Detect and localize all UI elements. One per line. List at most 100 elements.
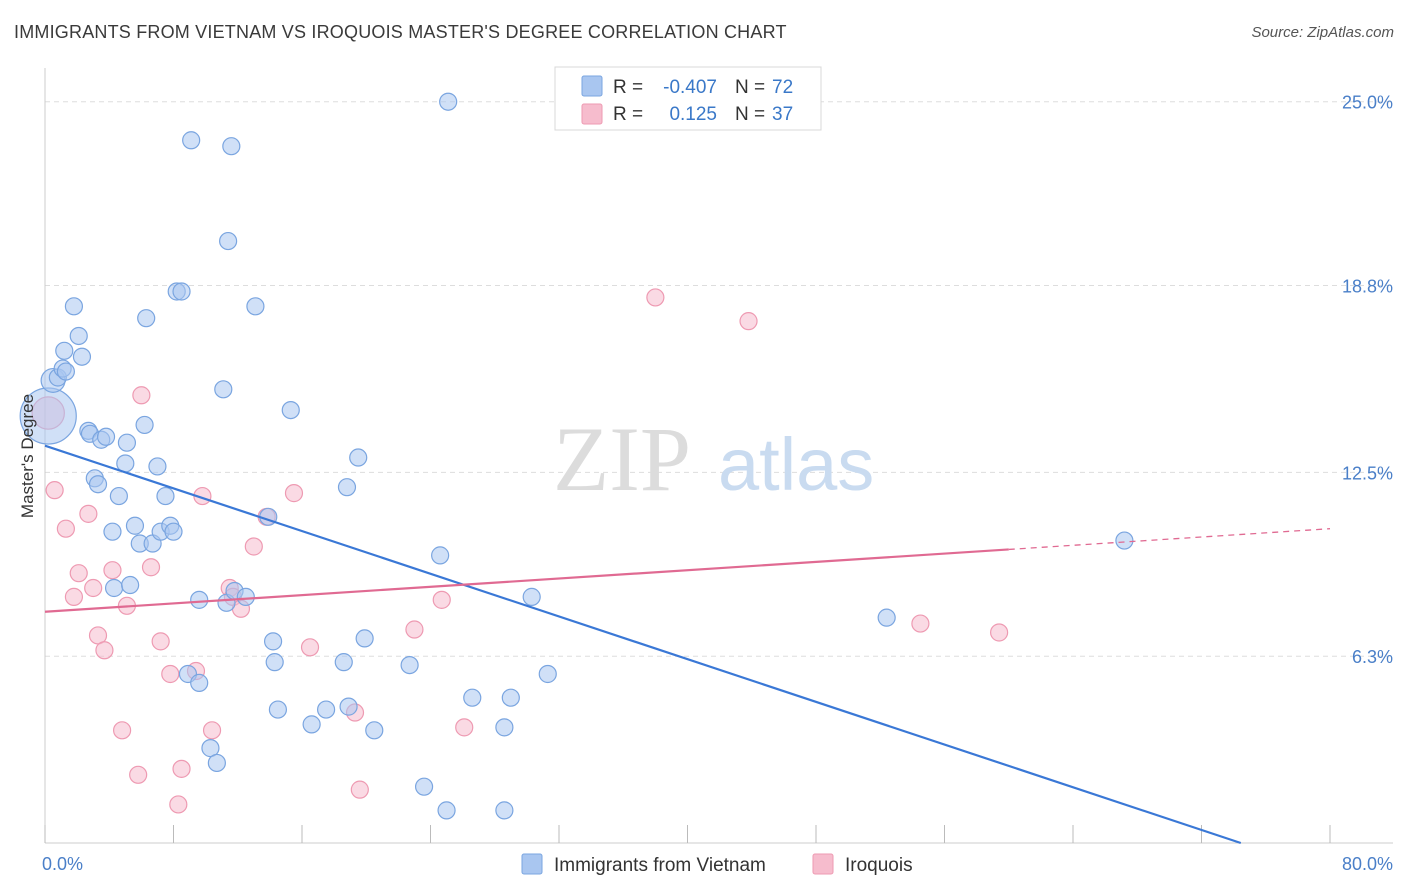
vietnam-point <box>334 653 353 672</box>
iroquois-point <box>300 638 320 657</box>
iroquois-point <box>112 721 132 740</box>
vietnam-point <box>117 433 137 452</box>
y-tick-label: 25.0% <box>1342 93 1393 113</box>
iroquois-point <box>284 484 304 503</box>
vietnam-point <box>281 400 300 420</box>
legend: R = -0.407 N = 72 R = 0.125 N = 37 <box>554 66 822 131</box>
iroquois-point <box>172 759 191 778</box>
vietnam-point <box>400 655 419 675</box>
iroquois-point <box>432 590 451 609</box>
vietnam-point <box>316 700 336 719</box>
watermark-atlas: atlas <box>718 423 874 506</box>
iroquois-point <box>45 481 64 500</box>
iroquois-point <box>95 641 114 660</box>
iroquois-trend-line <box>44 548 1009 613</box>
bottom-legend-swatch-vietnam <box>521 853 543 875</box>
vietnam-point <box>222 137 241 156</box>
vietnam-point <box>268 700 288 719</box>
legend-r-value: -0.407 <box>663 77 717 98</box>
watermark-zip: ZIP <box>553 408 691 510</box>
vietnam-point <box>522 587 541 606</box>
iroquois-point <box>151 632 170 651</box>
chart-title: IMMIGRANTS FROM VIETNAM VS IROQUOIS MAST… <box>14 22 787 42</box>
vietnam-point <box>437 801 456 820</box>
y-axis-label: Master's Degree <box>18 394 37 518</box>
vietnam-point <box>69 326 88 346</box>
vietnam-point <box>156 486 175 506</box>
vietnam-point <box>365 721 384 740</box>
vietnam-point <box>349 448 368 467</box>
iroquois-point <box>132 386 151 405</box>
vietnam-point <box>495 718 514 737</box>
vietnam-point <box>214 380 233 399</box>
iroquois-point <box>161 664 180 684</box>
iroquois-point <box>244 537 263 556</box>
axes <box>44 68 1393 844</box>
vietnam-point <box>96 427 116 446</box>
vietnam-point <box>164 522 183 541</box>
vietnam-point <box>246 297 265 316</box>
vietnam-point <box>337 478 357 497</box>
iroquois-point <box>169 795 188 814</box>
iroquois-point <box>911 614 930 633</box>
vietnam-point <box>109 486 128 506</box>
vietnam-point <box>538 664 557 684</box>
iroquois-point <box>646 288 665 307</box>
vietnam-point <box>302 715 321 734</box>
x-tick-label: 0.0% <box>42 854 83 874</box>
iroquois-point <box>79 504 98 523</box>
vietnam-point <box>207 753 226 773</box>
legend-swatch-iroquois <box>581 103 603 125</box>
source-label: Source: ZipAtlas.com <box>1251 24 1394 41</box>
vietnam-trend-line <box>44 444 1242 845</box>
vietnam-point <box>431 546 450 565</box>
iroquois-point <box>455 718 474 737</box>
vietnam-point <box>219 231 238 251</box>
vietnam-point <box>439 92 458 111</box>
vietnam-point <box>88 475 108 494</box>
legend-r-label: R = <box>613 104 643 125</box>
legend-n-value: 72 <box>772 77 793 98</box>
iroquois-trend-line-extension <box>1008 528 1331 551</box>
vietnam-point <box>877 608 896 627</box>
vietnam-point <box>135 415 154 435</box>
y-tick-label: 12.5% <box>1342 463 1393 483</box>
iroquois-point <box>405 620 424 639</box>
legend-n-label: N = <box>735 77 765 98</box>
iroquois-point <box>69 564 88 583</box>
legend-n-label: N = <box>735 104 765 125</box>
vietnam-point <box>72 347 92 366</box>
legend-r-value: 0.125 <box>669 104 717 125</box>
vietnam-point <box>125 516 145 535</box>
vietnam-points <box>19 92 1134 820</box>
vietnam-point <box>56 362 75 381</box>
vietnam-point <box>414 777 434 796</box>
y-tick-label: 18.8% <box>1342 277 1393 297</box>
vietnam-point <box>137 309 156 328</box>
iroquois-point <box>350 780 369 799</box>
iroquois-point <box>202 721 222 740</box>
iroquois-point <box>141 558 161 577</box>
vietnam-point <box>55 341 74 360</box>
vietnam-point <box>463 688 482 707</box>
iroquois-point <box>990 623 1009 642</box>
iroquois-point <box>129 765 148 784</box>
watermark: ZIP atlas <box>553 408 874 510</box>
vietnam-point <box>103 522 122 541</box>
vietnam-point <box>501 688 520 707</box>
bottom-legend-label-vietnam: Immigrants from Vietnam <box>554 855 766 876</box>
trend-lines <box>44 444 1331 845</box>
vietnam-point <box>104 578 124 598</box>
vietnam-point <box>64 297 84 316</box>
legend-n-value: 37 <box>772 104 793 125</box>
bottom-legend-swatch-iroquois <box>812 853 834 875</box>
vietnam-point <box>182 131 201 150</box>
legend-swatch-vietnam <box>581 75 603 97</box>
iroquois-point <box>103 561 122 580</box>
vietnam-point <box>339 697 358 716</box>
iroquois-points <box>31 288 1009 814</box>
y-tick-label: 6.3% <box>1352 647 1393 667</box>
iroquois-point <box>84 578 103 598</box>
vietnam-point <box>355 629 374 648</box>
